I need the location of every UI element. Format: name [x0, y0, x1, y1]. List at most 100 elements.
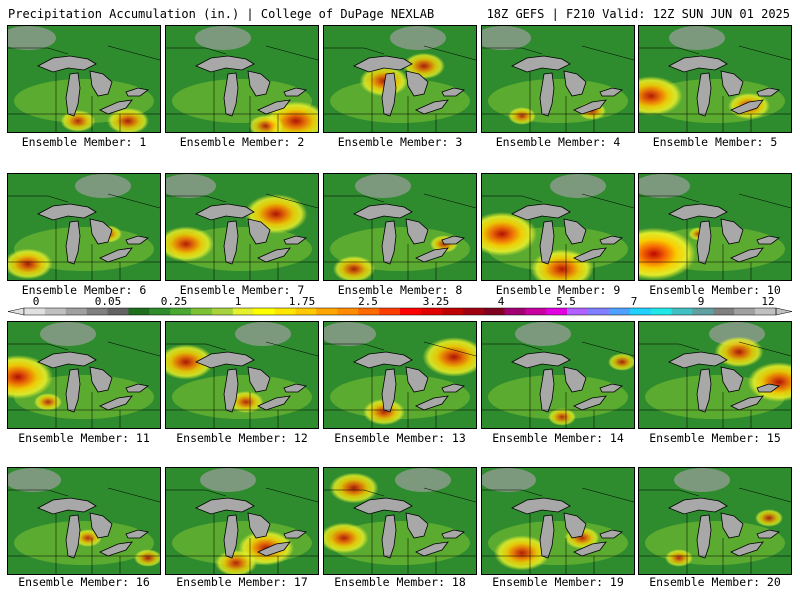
ensemble-member-label: Ensemble Member: 6 — [21, 283, 147, 297]
colorbar-swatch — [24, 308, 46, 315]
precip-map — [8, 174, 160, 280]
colorbar-swatch — [337, 308, 359, 315]
ensemble-panel-8 — [323, 173, 477, 281]
colorbar-swatch — [546, 308, 568, 315]
precip-colorbar: 0 0.05 0.25 1 1.75 2.5 3.25 4 5.5 7 9 12 — [7, 296, 793, 316]
ensemble-member-label: Ensemble Member: 13 — [334, 431, 466, 445]
colorbar-tick-label: 1.75 — [289, 296, 316, 308]
colorbar-swatch — [483, 308, 505, 315]
colorbar-tick-label: 0.25 — [161, 296, 188, 308]
ensemble-panel-9 — [481, 173, 635, 281]
colorbar-swatch — [253, 308, 275, 315]
ensemble-member-label: Ensemble Member: 14 — [492, 431, 624, 445]
precip-map — [639, 468, 791, 574]
ensemble-member-label: Ensemble Member: 9 — [495, 283, 621, 297]
colorbar-swatch — [65, 308, 87, 315]
precip-map — [639, 26, 791, 132]
colorbar-swatch — [379, 308, 401, 315]
colorbar-tick-label: 3.25 — [423, 296, 450, 308]
precip-map — [8, 322, 160, 428]
precip-map — [482, 174, 634, 280]
colorbar-swatch — [441, 308, 463, 315]
colorbar-swatch — [650, 308, 672, 315]
precip-map — [482, 26, 634, 132]
ensemble-panel-17 — [165, 467, 319, 575]
ensemble-member-label: Ensemble Member: 11 — [18, 431, 150, 445]
ensemble-panel-11 — [7, 321, 161, 429]
colorbar-swatch — [420, 308, 443, 315]
ensemble-panel-19 — [481, 467, 635, 575]
precip-map — [324, 468, 476, 574]
ensemble-panel-16 — [7, 467, 161, 575]
colorbar-swatch — [692, 308, 714, 315]
precip-map — [166, 322, 318, 428]
colorbar-swatch — [232, 308, 255, 315]
colorbar-swatch — [734, 308, 756, 315]
colorbar-arrow-left — [7, 307, 25, 316]
ensemble-member-label: Ensemble Member: 8 — [337, 283, 463, 297]
colorbar-swatch — [316, 308, 338, 315]
colorbar-tick-label: 9 — [698, 296, 705, 308]
colorbar-tick-label: 1 — [235, 296, 242, 308]
ensemble-member-label: Ensemble Member: 2 — [179, 135, 305, 149]
ensemble-panel-3 — [323, 25, 477, 133]
ensemble-panel-12 — [165, 321, 319, 429]
colorbar-swatch — [274, 308, 296, 315]
ensemble-member-label: Ensemble Member: 7 — [179, 283, 305, 297]
ensemble-member-label: Ensemble Member: 18 — [334, 575, 466, 589]
ensemble-member-label: Ensemble Member: 4 — [495, 135, 621, 149]
colorbar-swatch — [504, 308, 526, 315]
colorbar-swatch — [671, 308, 693, 315]
colorbar-swatch — [608, 308, 631, 315]
ensemble-member-label: Ensemble Member: 15 — [649, 431, 781, 445]
ensemble-member-label: Ensemble Member: 1 — [21, 135, 147, 149]
colorbar-arrow-right — [775, 307, 793, 316]
colorbar-swatch — [191, 308, 213, 315]
ensemble-member-label: Ensemble Member: 17 — [176, 575, 308, 589]
precip-map — [482, 322, 634, 428]
colorbar-tick-label: 5.5 — [556, 296, 576, 308]
ensemble-panel-2 — [165, 25, 319, 133]
ensemble-member-label: Ensemble Member: 19 — [492, 575, 624, 589]
colorbar-swatch — [107, 308, 129, 315]
colorbar-swatch — [128, 308, 150, 315]
colorbar-tick-label: 0.05 — [95, 296, 122, 308]
precip-map — [324, 322, 476, 428]
colorbar-swatch — [170, 308, 192, 315]
colorbar-tick-label: 2.5 — [358, 296, 378, 308]
colorbar-swatch — [567, 308, 589, 315]
header: Precipitation Accumulation (in.) | Colle… — [0, 0, 800, 24]
colorbar-swatch — [400, 308, 422, 315]
ensemble-member-label: Ensemble Member: 12 — [176, 431, 308, 445]
ensemble-panel-20 — [638, 467, 792, 575]
colorbar-tick-label: 7 — [631, 296, 638, 308]
precip-map — [482, 468, 634, 574]
precip-map — [166, 174, 318, 280]
precip-map — [324, 174, 476, 280]
ensemble-panel-7 — [165, 173, 319, 281]
colorbar-swatch — [713, 308, 735, 315]
colorbar-swatch — [212, 308, 234, 315]
precip-map — [166, 26, 318, 132]
colorbar-swatch — [86, 308, 108, 315]
valid-time: 18Z GEFS | F210 Valid: 12Z SUN JUN 01 20… — [486, 7, 790, 21]
precip-map — [639, 174, 791, 280]
precip-map — [324, 26, 476, 132]
colorbar-swatch — [629, 308, 651, 315]
colorbar-swatch — [295, 308, 317, 315]
colorbar-tick-label: 12 — [761, 296, 774, 308]
colorbar-tick-label: 4 — [498, 296, 505, 308]
colorbar-swatch — [358, 308, 380, 315]
precip-map — [8, 468, 160, 574]
ensemble-panel-6 — [7, 173, 161, 281]
colorbar-swatch — [525, 308, 547, 315]
colorbar-swatch — [149, 308, 171, 315]
ensemble-panel-15 — [638, 321, 792, 429]
colorbar-tick-label: 0 — [33, 296, 40, 308]
ensemble-panel-4 — [481, 25, 635, 133]
ensemble-panel-14 — [481, 321, 635, 429]
ensemble-panel-10 — [638, 173, 792, 281]
map-title: Precipitation Accumulation (in.) | Colle… — [8, 7, 435, 21]
ensemble-member-label: Ensemble Member: 10 — [649, 283, 781, 297]
ensemble-member-label: Ensemble Member: 3 — [337, 135, 463, 149]
